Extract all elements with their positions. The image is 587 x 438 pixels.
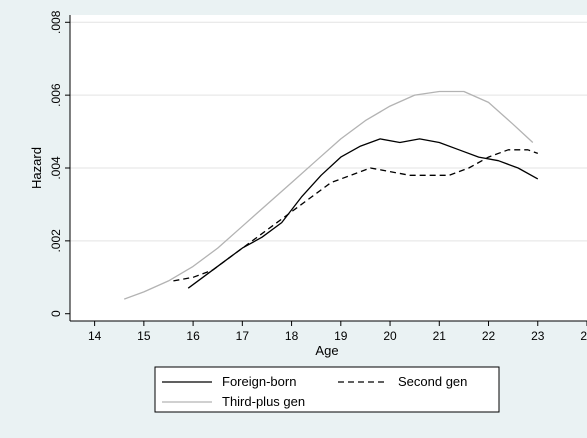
legend-box xyxy=(154,366,500,413)
y-axis-label: Hazard xyxy=(29,147,44,189)
x-tick-label-3: 17 xyxy=(236,329,250,343)
y-tick-label-2: .004 xyxy=(49,156,63,180)
axis-layer: 0 .002 .004 .006 .008 14 15 16 17 18 19 20 21 22 23 24 xyxy=(49,10,587,343)
x-tick-label-5: 19 xyxy=(334,329,348,343)
y-tick-label-4: .008 xyxy=(49,10,63,34)
x-tick-label-6: 20 xyxy=(383,329,397,343)
series-line-foreign-born xyxy=(187,138,539,289)
series-line-third-plus-gen xyxy=(123,90,534,300)
legend-label-foreign-born: Foreign-born xyxy=(222,374,296,389)
x-tick-label-8: 22 xyxy=(482,329,496,343)
x-tick-label-10: 24 xyxy=(580,329,587,343)
y-tick-label-3: .006 xyxy=(49,83,63,107)
x-tick-label-7: 21 xyxy=(433,329,447,343)
legend-label-second-gen: Second gen xyxy=(398,374,467,389)
x-tick-label-2: 16 xyxy=(186,329,200,343)
x-tick-label-0: 14 xyxy=(88,329,102,343)
legend: Foreign-born Second gen Third-plus gen xyxy=(154,366,500,413)
x-tick-label-4: 18 xyxy=(285,329,299,343)
x-axis-label: Age xyxy=(315,343,338,358)
y-tick-label-0: 0 xyxy=(49,310,63,317)
y-tick-label-1: .002 xyxy=(49,229,63,253)
x-tick-label-1: 15 xyxy=(137,329,151,343)
legend-label-third-plus-gen: Third-plus gen xyxy=(222,394,305,409)
x-tick-label-9: 23 xyxy=(531,329,545,343)
series-layer xyxy=(123,90,539,300)
